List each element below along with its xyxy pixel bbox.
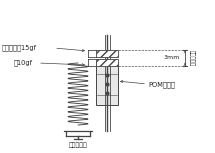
Text: バネ固定端: バネ固定端 <box>69 142 87 148</box>
Text: POMナット: POMナット <box>148 82 175 88</box>
Text: 3mm: 3mm <box>164 54 180 60</box>
Text: ストローク: ストローク <box>189 50 195 66</box>
Text: バネ負荷：15gf: バネ負荷：15gf <box>2 45 37 51</box>
Bar <box>96 59 118 66</box>
Bar <box>96 50 118 57</box>
Text: ：10gf: ：10gf <box>14 60 33 66</box>
Bar <box>96 63 118 105</box>
